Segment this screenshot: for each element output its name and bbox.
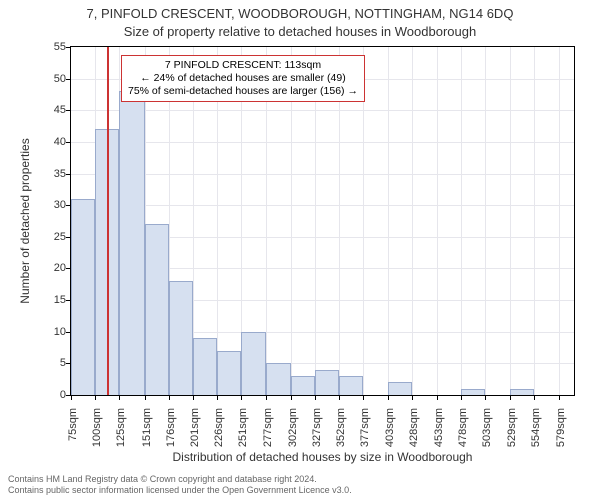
- ytick-label: 40: [36, 136, 66, 148]
- plot-area: 7 PINFOLD CRESCENT: 113sqm← 24% of detac…: [70, 46, 575, 396]
- histogram-bar: [169, 281, 193, 395]
- gridline-v: [388, 47, 389, 395]
- ytick-label: 50: [36, 73, 66, 85]
- ytick-mark: [66, 47, 71, 48]
- histogram-bar: [241, 332, 266, 395]
- xtick-mark: [461, 395, 462, 400]
- ytick-label: 35: [36, 168, 66, 180]
- gridline-v: [485, 47, 486, 395]
- xtick-mark: [412, 395, 413, 400]
- histogram-bar: [291, 376, 315, 395]
- gridline-h: [71, 110, 574, 111]
- ytick-label: 20: [36, 262, 66, 274]
- histogram-bar: [388, 382, 412, 395]
- ytick-mark: [66, 142, 71, 143]
- xtick-mark: [217, 395, 218, 400]
- ytick-label: 25: [36, 231, 66, 243]
- xtick-mark: [363, 395, 364, 400]
- histogram-bar: [339, 376, 363, 395]
- histogram-bar: [510, 389, 534, 395]
- histogram-bar: [145, 224, 169, 395]
- xtick-mark: [291, 395, 292, 400]
- chart-root: 7, PINFOLD CRESCENT, WOODBOROUGH, NOTTIN…: [0, 0, 600, 500]
- xtick-mark: [485, 395, 486, 400]
- ytick-mark: [66, 79, 71, 80]
- gridline-v: [437, 47, 438, 395]
- ytick-label: 0: [36, 389, 66, 401]
- annotation-box: 7 PINFOLD CRESCENT: 113sqm← 24% of detac…: [121, 55, 365, 102]
- ytick-mark: [66, 110, 71, 111]
- xtick-mark: [437, 395, 438, 400]
- xtick-mark: [119, 395, 120, 400]
- footer-line-1: Contains HM Land Registry data © Crown c…: [8, 474, 352, 485]
- xtick-mark: [534, 395, 535, 400]
- xtick-mark: [339, 395, 340, 400]
- histogram-bar: [71, 199, 95, 395]
- histogram-bar: [315, 370, 339, 395]
- xtick-mark: [266, 395, 267, 400]
- y-axis-label-wrap: Number of detached properties: [10, 46, 30, 396]
- y-axis-label: Number of detached properties: [18, 46, 32, 396]
- histogram-bar: [461, 389, 485, 395]
- ytick-label: 45: [36, 104, 66, 116]
- xtick-mark: [315, 395, 316, 400]
- gridline-h: [71, 174, 574, 175]
- xtick-mark: [145, 395, 146, 400]
- footer-line-2: Contains public sector information licen…: [8, 485, 352, 496]
- gridline-h: [71, 142, 574, 143]
- annotation-line: 75% of semi-detached houses are larger (…: [128, 85, 358, 98]
- gridline-v: [559, 47, 560, 395]
- xtick-mark: [169, 395, 170, 400]
- histogram-bar: [193, 338, 217, 395]
- gridline-h: [71, 205, 574, 206]
- chart-title-main: 7, PINFOLD CRESCENT, WOODBOROUGH, NOTTIN…: [0, 6, 600, 21]
- ytick-label: 5: [36, 357, 66, 369]
- gridline-v: [510, 47, 511, 395]
- xtick-mark: [95, 395, 96, 400]
- histogram-bar: [266, 363, 290, 395]
- xtick-mark: [241, 395, 242, 400]
- gridline-v: [412, 47, 413, 395]
- xtick-mark: [388, 395, 389, 400]
- x-axis-label: Distribution of detached houses by size …: [70, 450, 575, 464]
- ytick-mark: [66, 174, 71, 175]
- gridline-v: [461, 47, 462, 395]
- footer-attribution: Contains HM Land Registry data © Crown c…: [8, 474, 352, 496]
- xtick-mark: [71, 395, 72, 400]
- xtick-mark: [193, 395, 194, 400]
- xtick-mark: [510, 395, 511, 400]
- gridline-v: [534, 47, 535, 395]
- xtick-mark: [559, 395, 560, 400]
- ytick-label: 15: [36, 294, 66, 306]
- ytick-label: 10: [36, 326, 66, 338]
- histogram-bar: [119, 91, 144, 395]
- annotation-line: ← 24% of detached houses are smaller (49…: [128, 72, 358, 85]
- chart-title-sub: Size of property relative to detached ho…: [0, 24, 600, 39]
- histogram-bar: [217, 351, 241, 395]
- marker-line: [107, 47, 109, 395]
- annotation-line: 7 PINFOLD CRESCENT: 113sqm: [128, 59, 358, 72]
- ytick-label: 55: [36, 41, 66, 53]
- ytick-label: 30: [36, 199, 66, 211]
